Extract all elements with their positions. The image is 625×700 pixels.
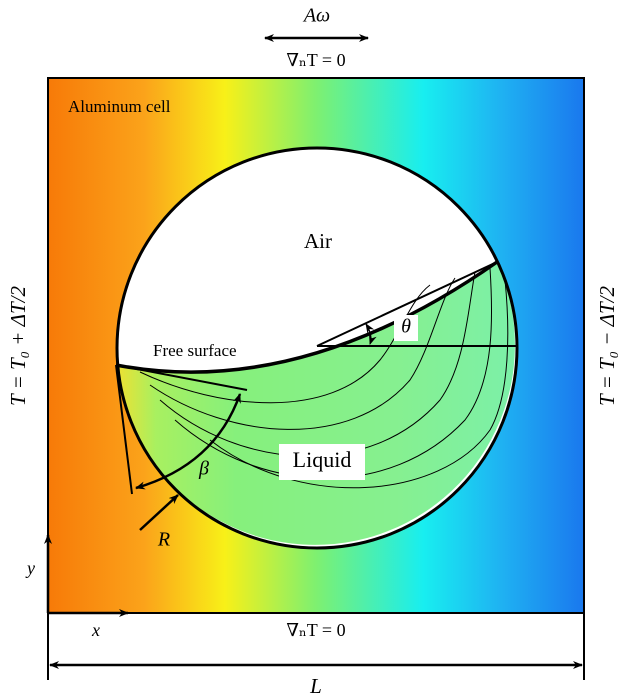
beta-label: β (198, 458, 209, 480)
y-label: y (25, 558, 35, 578)
right-boundary-label: T = T₀ − ΔT/2 (595, 286, 619, 406)
bottom-boundary-label: ∇ₙT = 0 (286, 620, 345, 640)
x-label: x (91, 620, 100, 640)
radius-label: R (157, 529, 170, 551)
page: Aω ∇ₙT = 0 Aluminum cell Air θ Free surf… (0, 0, 625, 700)
length-label: L (309, 674, 322, 698)
air-label: Air (304, 229, 332, 253)
top-boundary-label: ∇ₙT = 0 (286, 50, 345, 70)
free-surface-label: Free surface (153, 341, 237, 360)
diagram: Aω ∇ₙT = 0 Aluminum cell Air θ Free surf… (0, 0, 625, 700)
liquid-label: Liquid (293, 447, 352, 472)
theta-label: θ (401, 316, 411, 338)
cell-label: Aluminum cell (68, 97, 171, 116)
amplitude-label: Aω (302, 5, 330, 27)
left-boundary-label: T = T₀ + ΔT/2 (6, 286, 30, 406)
